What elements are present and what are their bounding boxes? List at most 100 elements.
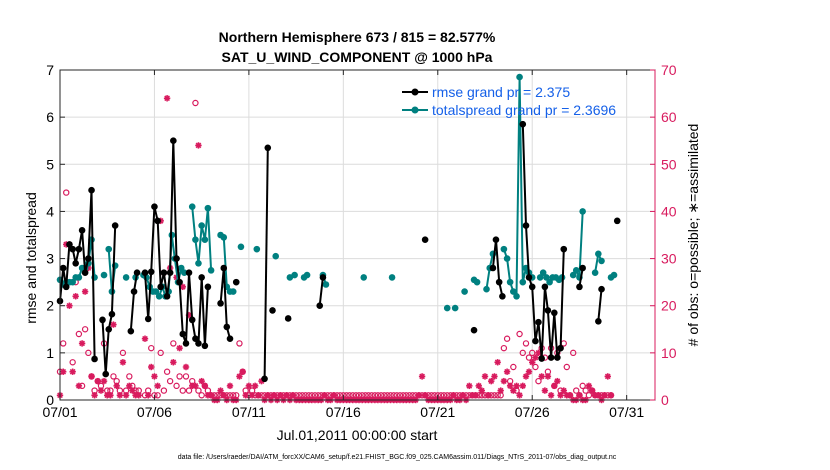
- rmse-point: [316, 302, 324, 310]
- star-stroke: [183, 364, 189, 370]
- obs-possible-marker: [582, 387, 589, 394]
- x-tick-label: 07/16: [326, 404, 361, 420]
- rmse-point: [173, 255, 180, 262]
- rmse-point: [91, 355, 98, 363]
- obs-assimilated-marker: [475, 382, 482, 390]
- rmse-point: [226, 335, 234, 343]
- star-stroke: [120, 359, 126, 366]
- star-stroke: [72, 293, 79, 300]
- obs-possible-marker: [119, 349, 127, 357]
- y-tick-label-right: 30: [661, 251, 677, 267]
- rmse-point: [69, 245, 76, 253]
- star-stroke: [69, 368, 76, 375]
- obs-assimilated-marker: [116, 392, 124, 399]
- star-stroke: [416, 392, 422, 399]
- totalspread-point: [229, 288, 237, 295]
- star-stroke: [179, 283, 186, 290]
- star-stroke: [170, 359, 177, 366]
- obs-possible-marker: [179, 387, 186, 394]
- rmse-point: [547, 354, 555, 361]
- star-stroke: [176, 345, 183, 352]
- totalspread-point: [513, 292, 520, 300]
- obs-assimilated-marker: [176, 344, 183, 352]
- star-stroke: [277, 392, 284, 399]
- obs-assimilated-marker: [182, 363, 190, 371]
- star-stroke: [419, 373, 425, 380]
- star-stroke: [529, 359, 536, 366]
- star-stroke: [501, 378, 507, 385]
- star-stroke: [126, 382, 133, 389]
- totalspread-point: [443, 304, 451, 312]
- obs-assimilated-marker: [69, 368, 76, 375]
- obs-assimilated-marker: [529, 359, 536, 366]
- rmse-series: [56, 120, 621, 383]
- rmse-point: [495, 278, 503, 286]
- totalspread-point: [598, 257, 605, 265]
- obs-assimilated-marker: [129, 387, 136, 394]
- obs-possible-marker: [154, 392, 161, 399]
- star-stroke: [519, 382, 526, 389]
- star-stroke: [460, 392, 466, 399]
- rmse-point: [170, 137, 177, 145]
- obs-possible-marker: [198, 392, 205, 399]
- star-stroke: [60, 368, 67, 375]
- rmse-point: [75, 245, 83, 253]
- obs-possible-marker: [170, 340, 177, 347]
- star-stroke: [208, 392, 214, 399]
- star-stroke: [535, 349, 542, 356]
- obs-assimilated-marker: [607, 392, 615, 399]
- y-tick-label-right: 50: [661, 156, 677, 172]
- star-stroke: [504, 368, 510, 375]
- star-stroke: [82, 288, 88, 295]
- obs-assimilated-marker: [497, 387, 504, 394]
- totalspread-point: [610, 271, 618, 279]
- rmse-point: [192, 335, 199, 343]
- star-stroke: [107, 392, 114, 399]
- obs-assimilated-marker: [478, 387, 485, 394]
- rmse-point: [579, 264, 586, 272]
- obs-assimilated-marker: [236, 373, 243, 380]
- totalspread-point: [591, 269, 599, 277]
- y-axis-label-left: rmse and totalspread: [23, 192, 39, 324]
- rmse-point: [179, 330, 187, 338]
- star-stroke: [151, 373, 158, 380]
- totalspread-point: [204, 204, 212, 212]
- x-axis-label: Jul.01,2011 00:00:00 start: [277, 427, 438, 443]
- totalspread-point: [69, 278, 76, 286]
- rmse-point: [127, 327, 135, 335]
- star-stroke: [466, 382, 473, 389]
- x-tick-label: 07/31: [609, 404, 644, 420]
- star-stroke: [497, 387, 504, 394]
- star-stroke: [101, 378, 107, 385]
- obs-assimilated-marker: [251, 382, 259, 390]
- y-tick-label-right: 40: [661, 203, 677, 219]
- rmse-point: [525, 274, 533, 281]
- obs-assimilated-marker: [163, 95, 171, 102]
- star-stroke: [542, 387, 548, 394]
- totalspread-point: [483, 285, 490, 293]
- star-stroke: [321, 392, 328, 399]
- obs-assimilated-marker: [277, 392, 284, 399]
- obs-possible-marker: [110, 373, 117, 380]
- rmse-point: [421, 236, 429, 244]
- star-stroke: [589, 387, 595, 394]
- totalspread-point: [500, 245, 508, 253]
- obs-assimilated-marker: [198, 377, 205, 385]
- obs-assimilated-marker: [488, 377, 495, 385]
- rmse-point: [176, 278, 183, 286]
- totalspread-point: [195, 259, 202, 267]
- rmse-point: [163, 292, 171, 300]
- star-stroke: [88, 373, 95, 380]
- totalspread-point: [207, 267, 215, 274]
- rmse-point: [532, 337, 539, 345]
- star-stroke: [145, 392, 152, 399]
- obs-assimilated-marker: [576, 392, 583, 399]
- y-tick-label-left: 6: [46, 109, 54, 125]
- x-tick-label: 07/26: [515, 404, 550, 420]
- rmse-point: [78, 226, 86, 234]
- star-stroke: [507, 382, 513, 389]
- rmse-point: [111, 222, 119, 229]
- obs-assimilated-marker: [220, 392, 227, 399]
- obs-assimilated-marker: [170, 359, 177, 366]
